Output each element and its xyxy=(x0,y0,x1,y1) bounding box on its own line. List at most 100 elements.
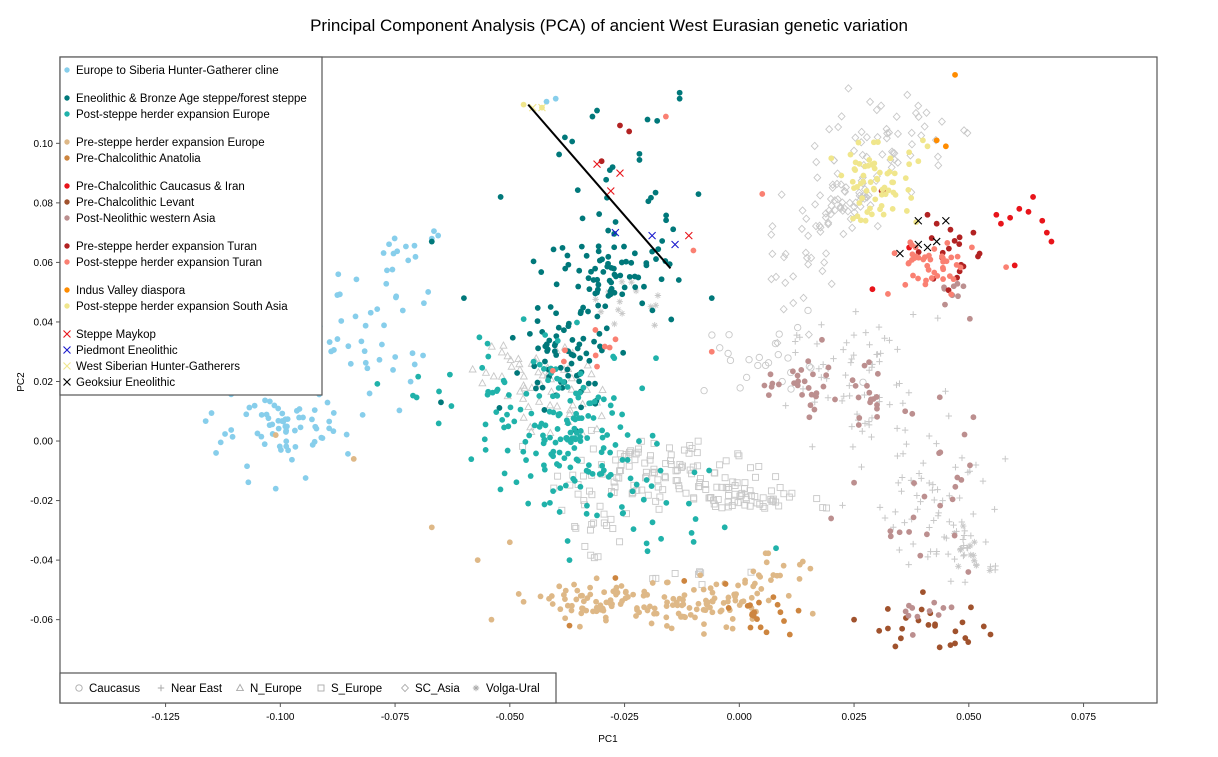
ref-point-near-east xyxy=(903,440,910,448)
point-post-steppe-herder-expansion-south-asia xyxy=(854,184,860,190)
point-post-steppe-herder-expansion-europe xyxy=(629,488,636,495)
point-eneolithic-bronze-age-steppe-forest-steppe xyxy=(595,243,602,250)
ref-point-near-east xyxy=(946,492,953,499)
legend-marker xyxy=(64,155,70,161)
point-pre-steppe-herder-expansion-europe xyxy=(678,613,684,620)
ref-point-sc-asia xyxy=(851,133,860,142)
point-post-neolithic-western-asia xyxy=(902,608,909,615)
ref-point-near-east xyxy=(792,349,799,356)
point-europe-to-siberia-hunter-gatherer-cline xyxy=(243,411,250,418)
point-post-steppe-herder-expansion-turan xyxy=(927,256,934,263)
point-europe-to-siberia-hunter-gatherer-cline xyxy=(552,95,559,102)
point-pre-steppe-herder-expansion-europe xyxy=(607,600,614,607)
point-post-steppe-herder-expansion-south-asia xyxy=(915,158,922,165)
point-post-steppe-herder-expansion-south-asia xyxy=(920,137,926,144)
point-post-steppe-herder-expansion-europe xyxy=(541,462,547,469)
point-post-neolithic-western-asia xyxy=(811,406,818,413)
point-post-steppe-herder-expansion-europe xyxy=(547,499,553,506)
point-eneolithic-bronze-age-steppe-forest-steppe xyxy=(636,150,643,157)
point-post-steppe-herder-expansion-turan xyxy=(708,348,715,355)
point-pre-steppe-herder-expansion-turan xyxy=(970,229,977,236)
point-europe-to-siberia-hunter-gatherer-cline xyxy=(283,429,289,435)
ref-point-near-east xyxy=(893,425,901,432)
point-post-steppe-herder-expansion-europe xyxy=(497,486,504,493)
point-eneolithic-bronze-age-steppe-forest-steppe xyxy=(594,313,601,320)
legend-label: Eneolithic & Bronze Age steppe/forest st… xyxy=(76,93,307,105)
point-post-steppe-herder-expansion-europe xyxy=(585,413,592,419)
legend-label: Pre-Chalcolithic Caucasus & Iran xyxy=(76,181,245,193)
point-post-steppe-herder-expansion-turan xyxy=(953,261,960,268)
point-post-steppe-herder-expansion-south-asia xyxy=(870,185,877,192)
ref-point-s-europe xyxy=(596,502,604,510)
ref-point-volga-ural xyxy=(615,306,622,314)
ref-point-sc-asia xyxy=(922,108,931,117)
ref-point-s-europe xyxy=(731,490,739,498)
ref-point-sc-asia xyxy=(818,266,827,276)
ref-point-sc-asia xyxy=(914,112,923,122)
point-post-steppe-herder-expansion-europe xyxy=(607,402,614,409)
point-post-steppe-herder-expansion-europe xyxy=(485,353,492,360)
point-steppe-maykop xyxy=(616,169,624,177)
ref-point-n-europe xyxy=(515,359,524,368)
point-post-steppe-herder-expansion-europe xyxy=(410,392,416,399)
point-post-steppe-herder-expansion-europe xyxy=(555,411,562,418)
point-post-neolithic-western-asia xyxy=(951,532,958,539)
point-eneolithic-bronze-age-steppe-forest-steppe xyxy=(580,304,587,311)
point-europe-to-siberia-hunter-gatherer-cline xyxy=(208,410,215,416)
point-eneolithic-bronze-age-steppe-forest-steppe xyxy=(596,211,603,217)
point-europe-to-siberia-hunter-gatherer-cline xyxy=(275,405,282,412)
ref-point-volga-ural xyxy=(958,545,965,552)
point-europe-to-siberia-hunter-gatherer-cline xyxy=(311,407,318,413)
point-pre-steppe-herder-expansion-europe xyxy=(573,596,580,603)
point-pre-steppe-herder-expansion-europe xyxy=(649,580,656,586)
point-post-steppe-herder-expansion-europe xyxy=(557,485,564,492)
ref-point-sc-asia xyxy=(830,205,840,215)
ref-point-sc-asia xyxy=(777,190,786,199)
ref-point-volga-ural xyxy=(651,322,658,329)
point-post-steppe-herder-expansion-europe xyxy=(640,496,647,503)
x-tick-label: -0.050 xyxy=(496,712,525,723)
legend-marker xyxy=(64,215,70,221)
point-post-steppe-herder-expansion-europe xyxy=(619,411,626,418)
ref-point-near-east xyxy=(935,509,942,517)
point-europe-to-siberia-hunter-gatherer-cline xyxy=(411,361,418,368)
ref-point-s-europe xyxy=(761,504,769,512)
ref-point-near-east xyxy=(818,374,825,381)
legend-marker xyxy=(64,287,70,293)
ref-point-n-europe xyxy=(487,342,496,350)
ref-point-near-east xyxy=(868,414,876,422)
point-post-neolithic-western-asia xyxy=(767,371,774,378)
point-eneolithic-bronze-age-steppe-forest-steppe xyxy=(652,189,659,196)
ref-point-s-europe xyxy=(741,479,749,487)
point-europe-to-siberia-hunter-gatherer-cline xyxy=(297,424,304,431)
point-eneolithic-bronze-age-steppe-forest-steppe xyxy=(676,95,683,102)
point-eneolithic-bronze-age-steppe-forest-steppe xyxy=(643,260,650,266)
point-eneolithic-bronze-age-steppe-forest-steppe xyxy=(550,246,557,253)
point-europe-to-siberia-hunter-gatherer-cline xyxy=(338,318,345,324)
point-europe-to-siberia-hunter-gatherer-cline xyxy=(202,418,209,424)
point-pre-chalcolithic-levant xyxy=(897,635,904,642)
ref-point-n-europe xyxy=(481,368,491,376)
ref-point-near-east xyxy=(934,486,941,493)
point-post-steppe-herder-expansion-europe xyxy=(468,456,475,463)
point-post-steppe-herder-expansion-europe xyxy=(554,392,561,399)
ref-point-s-europe xyxy=(659,486,667,494)
point-europe-to-siberia-hunter-gatherer-cline xyxy=(283,443,290,450)
ref-point-near-east xyxy=(899,400,907,407)
point-post-steppe-herder-expansion-europe xyxy=(520,448,527,455)
ref-point-sc-asia xyxy=(937,117,946,126)
point-post-steppe-herder-expansion-europe xyxy=(566,557,573,564)
point-post-neolithic-western-asia xyxy=(874,413,880,420)
ref-point-s-europe xyxy=(752,473,759,481)
ref-point-s-europe xyxy=(702,486,710,493)
point-post-steppe-herder-expansion-europe xyxy=(618,504,625,510)
legend-marker xyxy=(64,111,70,117)
ref-point-sc-asia xyxy=(893,129,902,139)
point-pre-chalcolithic-anatolia xyxy=(612,575,619,581)
point-eneolithic-bronze-age-steppe-forest-steppe xyxy=(594,107,600,114)
ref-point-s-europe xyxy=(716,461,724,469)
point-post-steppe-herder-expansion-europe xyxy=(583,510,590,517)
point-eneolithic-bronze-age-steppe-forest-steppe xyxy=(583,252,590,259)
point-pre-steppe-herder-expansion-europe xyxy=(669,602,676,609)
point-pre-chalcolithic-caucasus-iran xyxy=(993,211,1000,218)
